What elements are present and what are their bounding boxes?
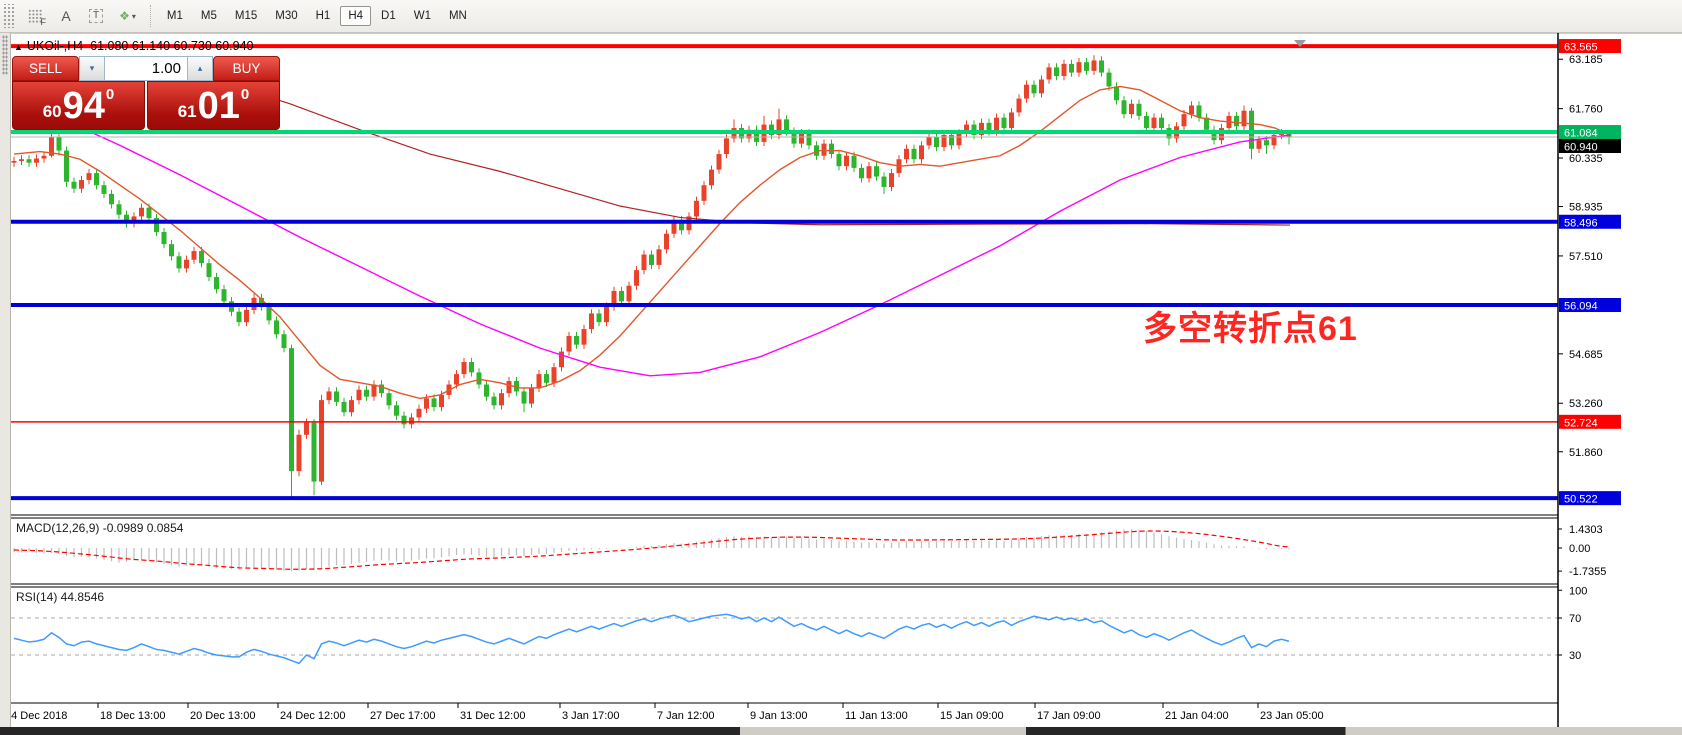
volume-increase-button[interactable]: ▴ bbox=[187, 56, 213, 81]
svg-text:63.565: 63.565 bbox=[1564, 42, 1598, 54]
timeframe-m1[interactable]: M1 bbox=[166, 10, 183, 22]
timeframe-d1[interactable]: D1 bbox=[381, 10, 396, 22]
timeframe-m15[interactable]: M15 bbox=[234, 10, 258, 22]
svg-text:1.4303: 1.4303 bbox=[1569, 524, 1603, 536]
svg-text:27 Dec 17:00: 27 Dec 17:00 bbox=[370, 710, 435, 722]
volume-stepper: ▾ 1.00 ▴ bbox=[79, 56, 213, 81]
svg-text:51.860: 51.860 bbox=[1569, 447, 1603, 459]
svg-text:30: 30 bbox=[1569, 650, 1581, 662]
buy-button[interactable]: BUY bbox=[213, 56, 280, 81]
price-badge bbox=[1559, 491, 1621, 506]
toolbar-separator bbox=[149, 5, 152, 27]
svg-text:58.496: 58.496 bbox=[1564, 217, 1598, 229]
price-badge bbox=[1559, 414, 1621, 429]
svg-text:53.260: 53.260 bbox=[1569, 398, 1603, 410]
timeframe-h1[interactable]: H1 bbox=[315, 10, 331, 22]
svg-text:54.685: 54.685 bbox=[1569, 349, 1603, 361]
price-badge bbox=[1559, 214, 1621, 229]
buy-price-tile[interactable]: 61 01 0 bbox=[147, 81, 280, 130]
indicator-style-icon[interactable]: ❖ ▾ bbox=[119, 9, 136, 23]
svg-text:63.185: 63.185 bbox=[1569, 54, 1603, 66]
text-box-icon[interactable]: T bbox=[83, 4, 109, 28]
svg-text:52.724: 52.724 bbox=[1564, 417, 1598, 429]
buy-price-point: 0 bbox=[240, 86, 250, 103]
timeframe-w1[interactable]: W1 bbox=[413, 10, 431, 22]
svg-text:50.522: 50.522 bbox=[1564, 494, 1598, 506]
svg-text:7 Jan 12:00: 7 Jan 12:00 bbox=[657, 710, 715, 722]
price-badge bbox=[1559, 298, 1621, 313]
collapse-triangle-icon[interactable]: ▲ bbox=[14, 42, 23, 52]
svg-text:14 Dec 2018: 14 Dec 2018 bbox=[5, 710, 67, 722]
sell-price-tile[interactable]: 60 94 0 bbox=[12, 81, 145, 130]
volume-input[interactable]: 1.00 bbox=[105, 56, 187, 81]
svg-text:61.760: 61.760 bbox=[1569, 104, 1603, 116]
chevron-down-icon: ▾ bbox=[131, 11, 136, 21]
svg-text:60.940: 60.940 bbox=[1564, 142, 1598, 154]
svg-text:23 Jan 05:00: 23 Jan 05:00 bbox=[1260, 710, 1324, 722]
svg-text:18 Dec 13:00: 18 Dec 13:00 bbox=[100, 710, 165, 722]
chart-grid-icon[interactable]: F bbox=[22, 4, 49, 28]
sell-price-point: 0 bbox=[105, 86, 115, 103]
price-badge bbox=[1559, 39, 1621, 54]
svg-text:24 Dec 12:00: 24 Dec 12:00 bbox=[280, 710, 345, 722]
one-click-trade-panel: SELL ▾ 1.00 ▴ BUY 60 94 0 61 01 0 bbox=[12, 56, 280, 130]
buy-price-handle: 61 bbox=[177, 102, 197, 121]
ma-mid-line bbox=[13, 115, 1291, 377]
svg-text:0.00: 0.00 bbox=[1569, 543, 1590, 555]
symbol-ohlc-readout: ▲ UKOil-,H4 61.080 61.140 60.730 60.940 bbox=[14, 39, 253, 53]
volume-decrease-button[interactable]: ▾ bbox=[79, 56, 105, 81]
timeframe-m30[interactable]: M30 bbox=[275, 10, 298, 22]
left-dock-strip bbox=[0, 32, 11, 735]
sell-price-handle: 60 bbox=[42, 102, 62, 121]
svg-text:3 Jan 17:00: 3 Jan 17:00 bbox=[562, 710, 620, 722]
svg-text:17 Jan 09:00: 17 Jan 09:00 bbox=[1037, 710, 1101, 722]
svg-text:9 Jan 13:00: 9 Jan 13:00 bbox=[750, 710, 808, 722]
chart-shift-marker-icon[interactable] bbox=[1294, 40, 1306, 47]
chart-annotation-text: 多空转折点61 bbox=[1143, 310, 1358, 348]
svg-text:56.094: 56.094 bbox=[1564, 301, 1598, 313]
svg-text:61.084: 61.084 bbox=[1564, 128, 1598, 140]
svg-text:31 Dec 12:00: 31 Dec 12:00 bbox=[460, 710, 525, 722]
timeframe-h4[interactable]: H4 bbox=[340, 6, 372, 26]
text-label-icon[interactable]: A bbox=[61, 8, 71, 24]
svg-text:70: 70 bbox=[1569, 613, 1581, 625]
svg-text:20 Dec 13:00: 20 Dec 13:00 bbox=[190, 710, 255, 722]
main-toolbar: F A T ❖ ▾ M1 M5 M15 M30 H1 H4 D1 W1 MN bbox=[0, 0, 1682, 33]
toolbar-grip[interactable] bbox=[2, 4, 16, 28]
macd-pane bbox=[13, 528, 1290, 572]
price-badge bbox=[1559, 139, 1621, 153]
svg-text:21 Jan 04:00: 21 Jan 04:00 bbox=[1165, 710, 1229, 722]
bottom-window-edge bbox=[0, 727, 1682, 735]
sell-price-pips: 94 bbox=[62, 84, 105, 127]
svg-text:57.510: 57.510 bbox=[1569, 251, 1603, 263]
svg-text:58.935: 58.935 bbox=[1569, 202, 1603, 214]
buy-price-pips: 01 bbox=[197, 84, 240, 127]
rsi-label: RSI(14) 44.8546 bbox=[16, 590, 105, 604]
svg-text:15 Jan 09:00: 15 Jan 09:00 bbox=[940, 710, 1004, 722]
sell-button[interactable]: SELL bbox=[12, 56, 79, 81]
macd-signal-line bbox=[13, 530, 1290, 570]
svg-text:-1.7355: -1.7355 bbox=[1569, 566, 1606, 578]
ma-fast-line bbox=[13, 85, 1291, 400]
ma-slow-line bbox=[149, 63, 1291, 226]
svg-text:100: 100 bbox=[1569, 585, 1587, 597]
symbol-ohlc-text: UKOil-,H4 61.080 61.140 60.730 60.940 bbox=[26, 39, 254, 53]
price-badge bbox=[1559, 125, 1621, 140]
timeframe-m5[interactable]: M5 bbox=[200, 10, 217, 22]
timeframe-mn[interactable]: MN bbox=[448, 10, 467, 22]
svg-text:60.335: 60.335 bbox=[1569, 153, 1603, 165]
dock-grip-dots bbox=[2, 35, 8, 75]
svg-text:11 Jan 13:00: 11 Jan 13:00 bbox=[845, 710, 908, 722]
macd-label: MACD(12,26,9) -0.0989 0.0854 bbox=[16, 521, 184, 535]
rsi-line bbox=[13, 613, 1290, 665]
